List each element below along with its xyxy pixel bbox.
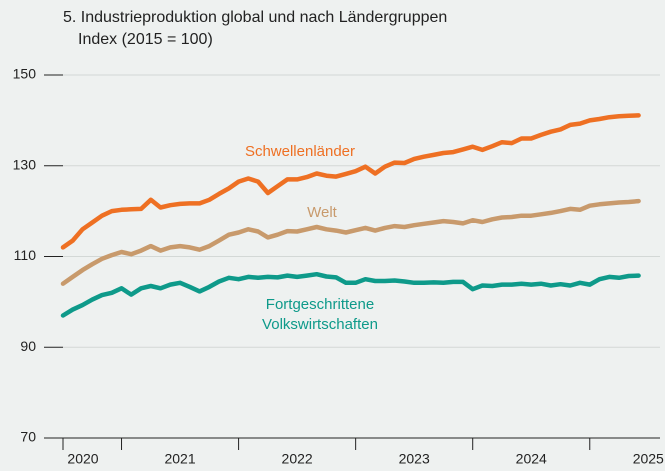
series-label: Schwellenländer [244,143,356,160]
y-tick-label: 150 [13,66,37,82]
x-tick-label: 2025 [633,451,664,467]
x-tick-label: 2024 [516,451,547,467]
line-series [60,113,641,250]
y-tick-label: 110 [14,247,37,263]
line-series [60,198,641,286]
chart-subtitle: Index (2015 = 100) [78,31,213,48]
x-tick-label: 2020 [67,451,98,467]
y-tick-label: 130 [13,156,37,172]
x-tick-label: 2022 [282,451,313,467]
series-label: Welt [307,204,337,221]
chart-title: 5. Industrieproduktion global und nach L… [63,9,447,26]
y-tick-label: 70 [20,429,36,445]
series-label: Fortgeschrittene Volkswirtschaften [262,296,378,333]
x-tick-label: 2021 [164,451,195,467]
line-series [60,271,641,318]
y-tick-label: 90 [20,338,36,354]
x-tick-label: 2023 [399,451,430,467]
